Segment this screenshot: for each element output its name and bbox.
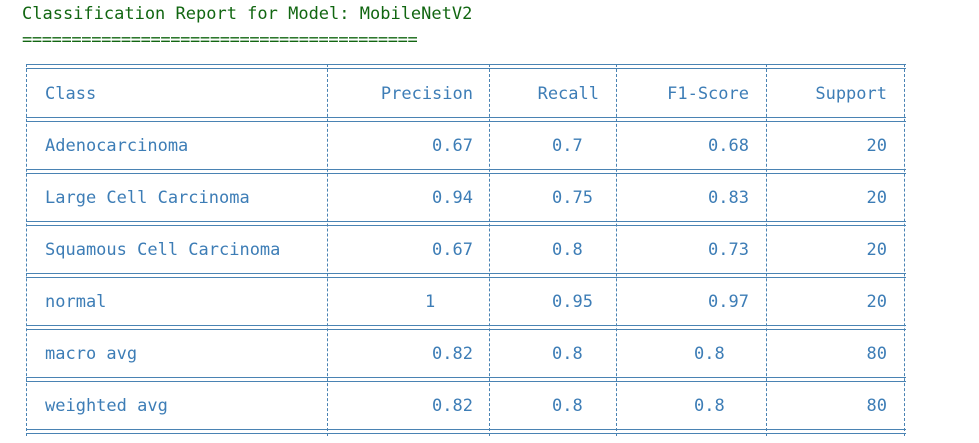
cell-class: macro avg bbox=[45, 344, 138, 364]
header-support: Support bbox=[815, 84, 887, 104]
cell-recall: 0.8 bbox=[552, 396, 583, 416]
cell-support: 20 bbox=[866, 136, 887, 156]
title-underline: ======================================== bbox=[22, 30, 418, 50]
cell-f1-score: 0.97 bbox=[708, 292, 749, 312]
cell-f1-score: 0.68 bbox=[708, 136, 749, 156]
cell-precision: 0.67 bbox=[432, 136, 473, 156]
cell-class: Squamous Cell Carcinoma bbox=[45, 240, 281, 260]
row-separator bbox=[26, 377, 906, 382]
cell-class: Large Cell Carcinoma bbox=[45, 188, 250, 208]
cell-support: 80 bbox=[866, 344, 887, 364]
cell-precision: 0.94 bbox=[432, 188, 473, 208]
cell-precision: 0.67 bbox=[432, 240, 473, 260]
cell-f1-score: 0.8 bbox=[694, 344, 725, 364]
cell-support: 80 bbox=[866, 396, 887, 416]
cell-recall: 0.7 bbox=[552, 136, 583, 156]
report-title: Classification Report for Model: MobileN… bbox=[22, 4, 473, 24]
cell-f1-score: 0.8 bbox=[694, 396, 725, 416]
row-separator bbox=[26, 221, 906, 226]
header-precision: Precision bbox=[380, 84, 473, 104]
table-row: Large Cell Carcinoma 0.94 0.75 0.83 20 bbox=[26, 172, 906, 224]
cell-recall: 0.95 bbox=[552, 292, 593, 312]
row-separator bbox=[26, 169, 906, 174]
header-recall: Recall bbox=[537, 84, 599, 104]
cell-class: Adenocarcinoma bbox=[45, 136, 189, 156]
cell-recall: 0.75 bbox=[552, 188, 593, 208]
table-row: normal 1 0.95 0.97 20 bbox=[26, 276, 906, 328]
cell-precision: 0.82 bbox=[432, 344, 473, 364]
table-header-row: Class Precision Recall F1-Score Support bbox=[26, 68, 906, 120]
table-row: weighted avg 0.82 0.8 0.8 80 bbox=[26, 380, 906, 432]
table-border-bottom bbox=[26, 429, 906, 434]
column-separator bbox=[616, 64, 617, 436]
cell-class: normal bbox=[45, 292, 107, 312]
header-f1-score: F1-Score bbox=[667, 84, 749, 104]
table-border-top bbox=[26, 64, 906, 69]
header-separator bbox=[26, 117, 906, 122]
cell-support: 20 bbox=[866, 188, 887, 208]
column-separator bbox=[489, 64, 490, 436]
column-separator bbox=[26, 64, 27, 436]
cell-support: 20 bbox=[866, 240, 887, 260]
column-separator bbox=[327, 64, 328, 436]
header-class: Class bbox=[45, 84, 97, 104]
cell-class: weighted avg bbox=[45, 396, 168, 416]
table-row: Squamous Cell Carcinoma 0.67 0.8 0.73 20 bbox=[26, 224, 906, 276]
table-row: Adenocarcinoma 0.67 0.7 0.68 20 bbox=[26, 120, 906, 172]
row-separator bbox=[26, 325, 906, 330]
cell-f1-score: 0.73 bbox=[708, 240, 749, 260]
cell-recall: 0.8 bbox=[552, 240, 583, 260]
column-separator bbox=[904, 64, 905, 436]
classification-table: Class Precision Recall F1-Score Support … bbox=[26, 64, 906, 436]
table-row: macro avg 0.82 0.8 0.8 80 bbox=[26, 328, 906, 380]
column-separator bbox=[766, 64, 767, 436]
cell-f1-score: 0.83 bbox=[708, 188, 749, 208]
cell-support: 20 bbox=[866, 292, 887, 312]
row-separator bbox=[26, 273, 906, 278]
cell-precision: 1 bbox=[425, 292, 436, 312]
cell-precision: 0.82 bbox=[432, 396, 473, 416]
cell-recall: 0.8 bbox=[552, 344, 583, 364]
